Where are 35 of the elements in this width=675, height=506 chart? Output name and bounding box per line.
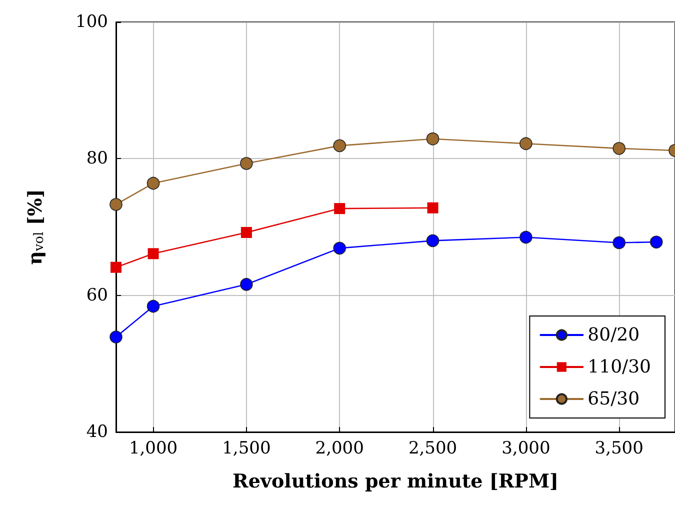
point — [426, 132, 440, 146]
y-axis-title: ηvol [%] — [24, 189, 47, 265]
point — [333, 139, 346, 152]
point — [110, 198, 122, 211]
point — [612, 142, 626, 155]
point — [650, 236, 663, 248]
point — [333, 242, 346, 255]
point — [520, 137, 532, 150]
x-tick-label: 1,000 — [128, 438, 178, 458]
legend-label: 110/30 — [588, 356, 652, 378]
y-tick-label: 60 — [86, 285, 108, 306]
point — [110, 330, 122, 344]
x-tick-label: 3,500 — [594, 438, 644, 458]
legend-label: 80/20 — [588, 324, 640, 346]
point — [612, 236, 626, 250]
y-tick-label: 80 — [86, 148, 108, 169]
point — [148, 248, 159, 260]
point — [427, 202, 438, 214]
legend-label: 65/30 — [588, 388, 640, 410]
x-tick-label: 3,000 — [502, 438, 550, 458]
point — [334, 203, 346, 214]
point — [110, 262, 122, 273]
x-tick-label: 1,500 — [222, 438, 271, 458]
x-axis-title: Revolutions per minute [RPM] — [232, 470, 558, 492]
x-tick-label: 2,500 — [408, 438, 458, 458]
point — [146, 300, 160, 313]
point — [520, 230, 532, 244]
point — [240, 226, 252, 238]
x-tick-label: 2,000 — [315, 438, 364, 458]
point — [426, 234, 440, 248]
y-tick-label: 40 — [86, 422, 108, 442]
point — [240, 157, 253, 170]
point — [240, 278, 253, 291]
y-tick-label: 100 — [76, 12, 108, 32]
point — [146, 176, 160, 190]
